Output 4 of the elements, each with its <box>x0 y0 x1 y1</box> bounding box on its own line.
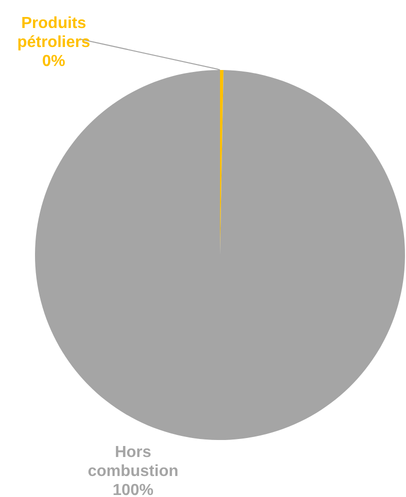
data-label: 0% <box>42 53 66 70</box>
slice-label: Hors combustion <box>88 444 178 480</box>
slice-label: Produits pétroliers <box>17 15 90 51</box>
data-label: 100% <box>112 482 154 497</box>
